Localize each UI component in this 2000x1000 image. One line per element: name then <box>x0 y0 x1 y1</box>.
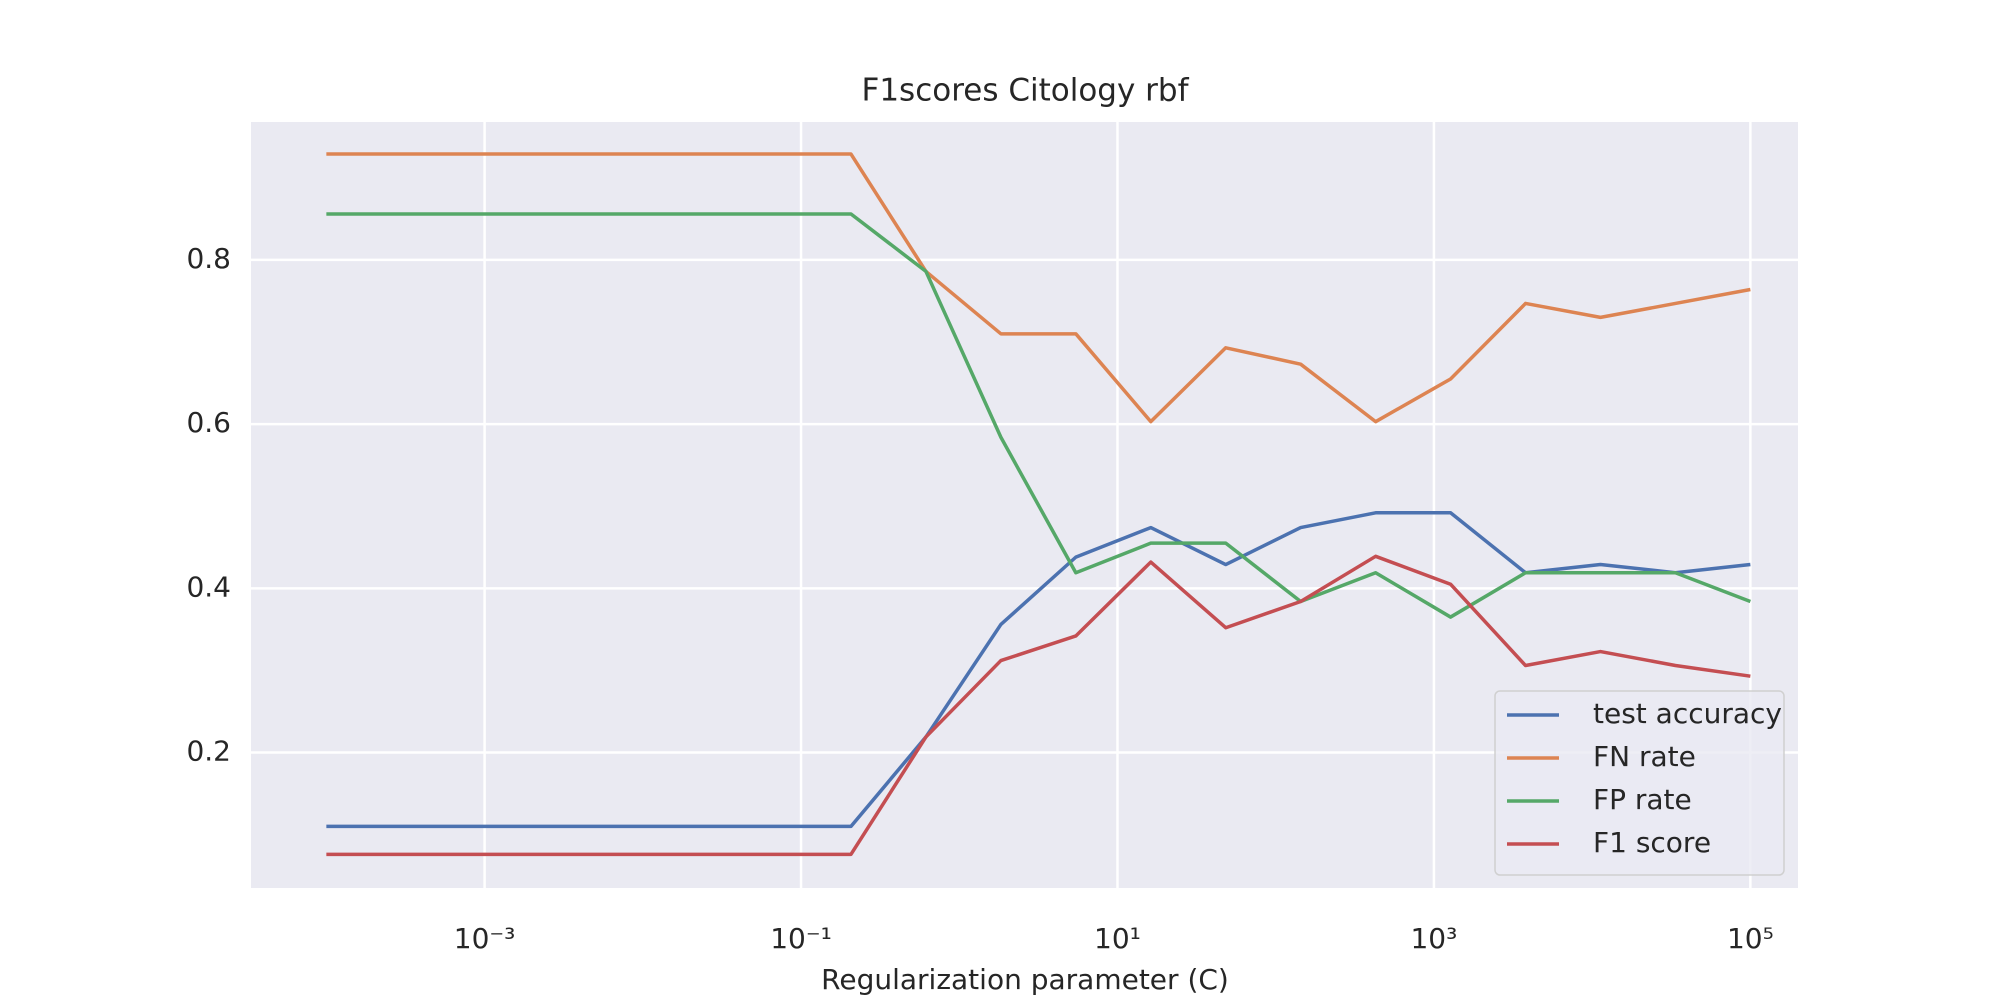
legend-label: FN rate <box>1593 740 1696 773</box>
legend-box <box>1494 690 1785 876</box>
lines <box>326 152 1751 857</box>
x-axis-label: Regularization parameter (C) <box>821 963 1229 996</box>
x-tick-label: 10⁵ <box>1727 922 1774 955</box>
line-series <box>326 212 1751 619</box>
legend-label: FP rate <box>1593 783 1692 816</box>
legend-label: test accuracy <box>1593 697 1782 730</box>
y-tick-label: 0.4 <box>186 570 231 603</box>
y-tick-label: 0.8 <box>186 242 231 275</box>
x-tick-label: 10⁻¹ <box>770 922 832 955</box>
y-tick-label: 0.6 <box>186 406 231 439</box>
legend-label: F1 score <box>1593 826 1711 859</box>
line-series <box>326 511 1751 829</box>
line-series <box>326 152 1751 424</box>
legend: test accuracy FN rate FP rate F1 score <box>1494 690 1785 876</box>
x-tick-label: 10¹ <box>1094 922 1141 955</box>
x-tick-label: 10⁻³ <box>454 922 516 955</box>
line-series <box>326 554 1751 857</box>
y-tick-label: 0.2 <box>186 735 231 768</box>
grid <box>251 122 1798 888</box>
x-tick-label: 10³ <box>1410 922 1457 955</box>
chart-title: F1scores Citology rbf <box>861 73 1189 109</box>
